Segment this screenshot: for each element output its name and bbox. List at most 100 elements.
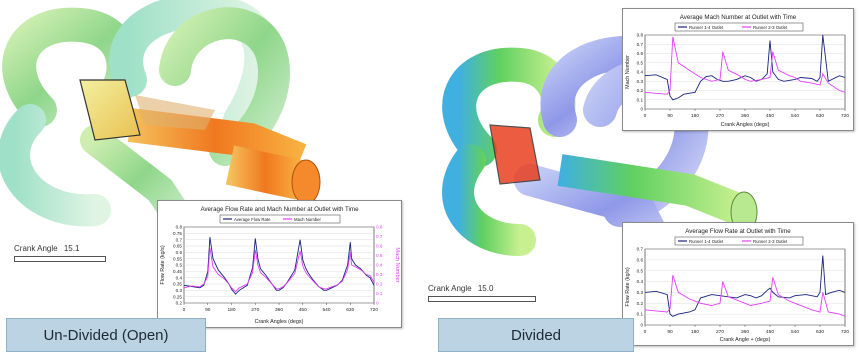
y-tick-label: 0.7 bbox=[637, 42, 644, 47]
y-tick-label: 0.2 bbox=[176, 301, 183, 306]
chart-legend: Runner 1-4 Outlet Runner 2-3 Outlet bbox=[674, 236, 804, 246]
y-tick-label: 0.45 bbox=[173, 269, 182, 274]
y-tick-label: 0.4 bbox=[637, 279, 644, 284]
flow-mach-chart-svg: Average Flow Rate and Mach Number at Out… bbox=[160, 206, 400, 325]
y-tick-label: 0.2 bbox=[637, 301, 644, 306]
y-tick-label: 0.65 bbox=[173, 244, 182, 249]
y-tick-label: 0.55 bbox=[173, 256, 182, 261]
series-line-2 bbox=[644, 274, 846, 317]
crank-angle-left: Crank Angle 15.1 bbox=[14, 244, 106, 262]
y2-axis-label: Mach Number bbox=[394, 247, 400, 282]
x-tick-label: 630 bbox=[816, 329, 824, 335]
y-axis-label: Flow Rate (kg/s) bbox=[160, 245, 166, 284]
y-tick-label: 0.7 bbox=[637, 247, 644, 252]
y-tick-label: 0.4 bbox=[176, 275, 183, 280]
x-tick-label: 90 bbox=[667, 329, 673, 335]
flow-mach-chart: Average Flow Rate and Mach Number at Out… bbox=[157, 200, 402, 328]
series-line-1 bbox=[183, 237, 375, 295]
x-tick-label: 450 bbox=[299, 307, 307, 313]
crank-angle-right: Crank Angle 15.0 bbox=[428, 284, 536, 302]
y2-tick-label: 0.3 bbox=[376, 272, 383, 277]
y-tick-label: 0.75 bbox=[173, 231, 182, 236]
x-tick-label: 180 bbox=[691, 329, 699, 335]
chart-title: Average Flow Rate and Mach Number at Out… bbox=[200, 206, 359, 213]
legend-entry: Mach Number bbox=[294, 217, 322, 222]
y-tick-label: 0.35 bbox=[173, 282, 182, 287]
x-tick-label: 450 bbox=[766, 329, 774, 335]
y-tick-label: 0.3 bbox=[637, 290, 644, 295]
x-tick-label: 630 bbox=[816, 113, 824, 119]
x-tick-label: 540 bbox=[322, 307, 330, 313]
legend-entry: Average Flow Rate bbox=[234, 217, 271, 222]
x-axis-label: Crank Angles (degs) bbox=[721, 122, 770, 128]
plot-area bbox=[644, 248, 846, 326]
y-tick-label: 0.2 bbox=[637, 88, 644, 93]
y-tick-label: 0.3 bbox=[637, 79, 644, 84]
x-tick-label: 540 bbox=[791, 329, 799, 335]
y2-tick-label: 0.5 bbox=[376, 253, 383, 258]
x-tick-label: 270 bbox=[716, 113, 724, 119]
x-tick-label: 270 bbox=[716, 329, 724, 335]
y-tick-label: 0.1 bbox=[637, 97, 644, 102]
x-tick-label: 0 bbox=[644, 329, 647, 335]
caption-divided-text: Divided bbox=[510, 326, 562, 344]
x-tick-label: 180 bbox=[227, 307, 235, 313]
y-tick-label: 0.5 bbox=[176, 263, 183, 268]
y-tick-label: 0 bbox=[640, 323, 643, 328]
x-tick-label: 360 bbox=[741, 329, 749, 335]
legend-entry: Runner 1-4 Outlet bbox=[689, 239, 724, 244]
x-tick-label: 720 bbox=[370, 307, 378, 313]
x-tick-label: 720 bbox=[841, 113, 849, 119]
y-tick-label: 0.4 bbox=[637, 70, 644, 75]
y-tick-label: 0.1 bbox=[637, 312, 644, 317]
legend-entry: Runner 1-4 Outlet bbox=[689, 25, 724, 30]
x-tick-label: 180 bbox=[691, 113, 699, 119]
x-axis-label: Crank Angle + (degs) bbox=[720, 337, 771, 343]
y2-tick-label: 0 bbox=[376, 301, 379, 306]
y-tick-label: 0.6 bbox=[176, 250, 183, 255]
caption-divided: Divided bbox=[438, 318, 634, 352]
y-tick-label: 0.3 bbox=[176, 288, 183, 293]
flow-outlet-chart-svg: Average Flow Rate at Outlet with TimeRun… bbox=[625, 228, 849, 343]
chart-legend: Average Flow Rate Mach Number bbox=[219, 214, 341, 224]
legend-entry: Runner 2-3 Outlet bbox=[753, 239, 788, 244]
series-line-1 bbox=[644, 34, 846, 101]
y-tick-label: 0 bbox=[640, 107, 643, 112]
y2-tick-label: 0.6 bbox=[376, 244, 383, 249]
crank-angle-left-label: Crank Angle bbox=[14, 244, 58, 253]
y2-tick-label: 0.8 bbox=[376, 225, 383, 230]
crank-angle-left-value: 15.1 bbox=[63, 244, 80, 253]
legend-entry: Runner 2-3 Outlet bbox=[753, 25, 788, 30]
chart-title: Average Flow Rate at Outlet with Time bbox=[685, 228, 791, 235]
caption-undivided-text: Un-Divided (Open) bbox=[43, 326, 169, 344]
crank-angle-left-bar bbox=[14, 256, 106, 262]
series-line-2 bbox=[644, 36, 846, 95]
y-tick-label: 0.7 bbox=[176, 237, 183, 242]
y-tick-label: 0.5 bbox=[637, 60, 644, 65]
mach-outlet-chart: Average Mach Number at Outlet with Time R… bbox=[622, 8, 854, 131]
x-tick-label: 540 bbox=[791, 113, 799, 119]
x-tick-label: 90 bbox=[205, 307, 211, 313]
left-manifold-render bbox=[0, 0, 321, 235]
chart-title: Average Mach Number at Outlet with Time bbox=[680, 14, 797, 21]
x-tick-label: 630 bbox=[346, 307, 354, 313]
y2-tick-label: 0.1 bbox=[376, 291, 383, 296]
y-tick-label: 0.8 bbox=[637, 33, 644, 38]
x-tick-label: 0 bbox=[183, 307, 186, 313]
x-axis-label: Crank Angles (degs) bbox=[255, 319, 304, 325]
y-tick-label: 0.6 bbox=[637, 51, 644, 56]
legend-box bbox=[674, 236, 804, 246]
y-axis-label: Mach Number bbox=[625, 55, 631, 89]
y-axis-label: Flow Rate (kg/s) bbox=[625, 267, 631, 306]
y-tick-label: 0.6 bbox=[637, 257, 644, 262]
y2-tick-label: 0.4 bbox=[376, 263, 383, 268]
mach-outlet-chart-svg: Average Mach Number at Outlet with Time R… bbox=[625, 14, 849, 128]
x-tick-label: 90 bbox=[667, 113, 673, 119]
series-line-2 bbox=[183, 247, 375, 293]
flow-outlet-chart: Average Flow Rate at Outlet with Time Run… bbox=[622, 222, 854, 346]
x-tick-label: 360 bbox=[741, 113, 749, 119]
y2-tick-label: 0.7 bbox=[376, 234, 383, 239]
x-tick-label: 0 bbox=[644, 113, 647, 119]
legend-box bbox=[674, 22, 804, 32]
x-tick-label: 270 bbox=[251, 307, 259, 313]
